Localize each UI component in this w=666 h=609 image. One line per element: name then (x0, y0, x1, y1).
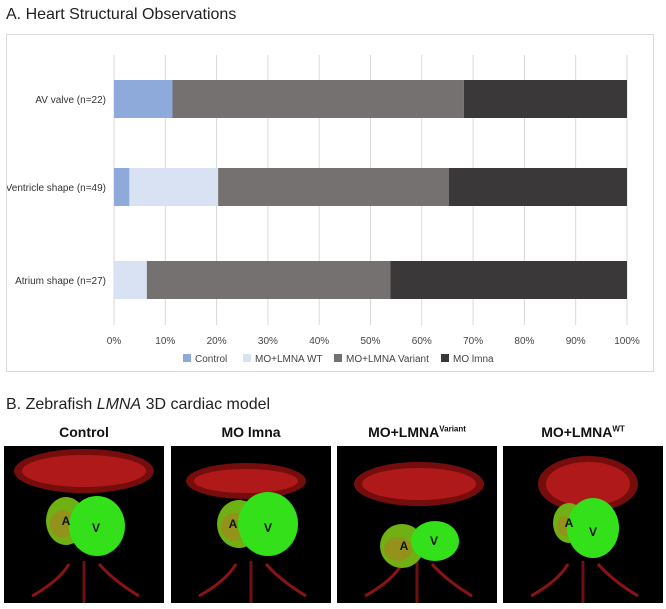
ventricle (238, 492, 298, 556)
bar-segment (463, 80, 627, 118)
x-tick-label: 70% (463, 336, 483, 347)
panel-label-mo-lmna-variant: MO+LMNAVariant (337, 424, 497, 440)
bar-segment (218, 168, 449, 206)
vessel-left (530, 563, 570, 598)
legend-swatch (441, 354, 449, 362)
legend-swatch (334, 354, 342, 362)
atrium-label: A (565, 516, 574, 530)
x-tick-label: 80% (514, 336, 534, 347)
vessel-right (97, 563, 140, 598)
atrium-texture (384, 537, 412, 561)
x-tick-label: 50% (360, 336, 380, 347)
atrium-label: A (229, 517, 238, 531)
vessel-mass-highlight (362, 468, 476, 500)
panel-label-control: Control (4, 424, 164, 440)
legend-label: MO+LMNA WT (255, 354, 323, 365)
legend-label: MO+LMNA Variant (346, 354, 429, 365)
legend-label: Control (195, 354, 227, 365)
ventricle (567, 498, 619, 558)
bar-segment (390, 261, 627, 299)
ventricle-label: V (264, 521, 272, 535)
ventricle-label: V (92, 521, 100, 535)
bar-segment (114, 80, 173, 118)
panel-label-sup: WT (612, 424, 625, 434)
category-label: AV valve (n=22) (35, 95, 106, 106)
section-b-title-gene: LMNA (96, 396, 142, 413)
vessel-left (31, 563, 71, 598)
x-tick-label: 40% (309, 336, 329, 347)
atrium-label: A (400, 539, 409, 553)
x-tick-label: 60% (412, 336, 432, 347)
ventricle-label: V (430, 534, 438, 548)
x-tick-label: 30% (258, 336, 278, 347)
x-tick-label: 90% (566, 336, 586, 347)
vessel-right (264, 563, 307, 598)
category-label: Ventricle shape (n=49) (7, 183, 106, 194)
bar-segment (172, 80, 464, 118)
bar-segment (129, 168, 219, 206)
x-tick-label: 10% (155, 336, 175, 347)
bar-segment (146, 261, 391, 299)
vessel-mass-highlight (22, 455, 146, 487)
panel-label-mo-lmna: MO lmna (171, 424, 331, 440)
vessel-right (596, 563, 639, 598)
ventricle (411, 521, 459, 561)
panel-section-title: B. Zebrafish LMNA 3D cardiac model (6, 396, 270, 414)
bar-segment (114, 261, 147, 299)
atrium-texture (50, 510, 74, 538)
atrium-label: A (62, 514, 71, 528)
ventricle (69, 496, 125, 556)
vessel-right (430, 563, 473, 598)
bar-segment (114, 168, 130, 206)
x-tick-label: 20% (207, 336, 227, 347)
vessel-left (198, 563, 238, 598)
x-tick-label: 0% (107, 336, 122, 347)
vessel-left (364, 563, 404, 598)
panel-label-sup: Variant (439, 424, 466, 434)
section-b-title-suffix: 3D cardiac model (141, 396, 271, 413)
vessel-mass-highlight (194, 469, 298, 493)
legend-swatch (183, 354, 191, 362)
category-label: Atrium shape (n=27) (15, 276, 106, 287)
vessel-mass-highlight (546, 462, 630, 506)
stacked-bar-chart: 0% 10% 20% 30% 40% 50% 60% 70% 80% 90% 100% AV valv… (7, 55, 640, 365)
legend-label: MO lmna (453, 354, 494, 365)
ventricle-label: V (589, 525, 597, 539)
x-tick-label: 100% (614, 336, 640, 347)
chart-frame: 0% 10% 20% 30% 40% 50% 60% 70% 80% 90% 100% AV valv… (6, 34, 654, 372)
panel-label-text: MO+LMNA (541, 424, 613, 440)
heart-image: AV (530, 456, 639, 603)
section-b-title-prefix: B. Zebrafish (6, 396, 97, 413)
panel-label-text: Control (59, 424, 109, 440)
legend-swatch (243, 354, 251, 362)
bar-segment (448, 168, 627, 206)
chart-title: A. Heart Structural Observations (6, 6, 237, 23)
panel-label-mo-lmna-wt: MO+LMNAWT (503, 424, 663, 440)
panel-label-text: MO lmna (221, 424, 281, 440)
panel-label-text: MO+LMNA (368, 424, 440, 440)
